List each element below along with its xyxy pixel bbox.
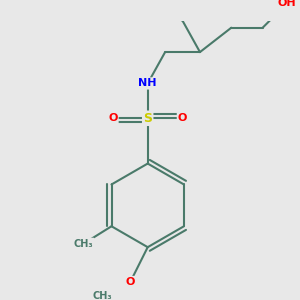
- Text: CH₃: CH₃: [74, 239, 93, 249]
- Text: CH₃: CH₃: [93, 291, 112, 300]
- Text: S: S: [143, 112, 152, 125]
- Text: NH: NH: [139, 78, 157, 88]
- Text: O: O: [108, 113, 118, 123]
- Text: OH: OH: [278, 0, 296, 8]
- Text: O: O: [178, 113, 187, 123]
- Text: O: O: [126, 277, 135, 287]
